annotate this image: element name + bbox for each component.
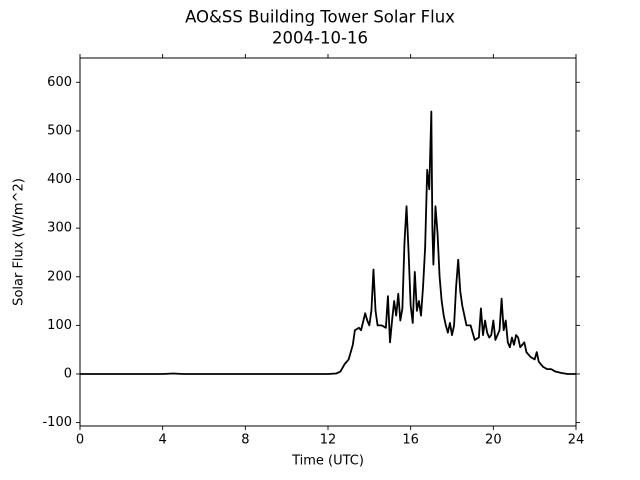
y-axis-label: Solar Flux (W/m^2)	[12, 178, 27, 306]
chart-subtitle: 2004-10-16	[272, 29, 368, 48]
x-tick-label: 20	[485, 433, 502, 448]
y-tick-label: -100	[42, 415, 72, 430]
plot-frame	[79, 57, 577, 427]
data-line	[80, 110, 576, 375]
x-axis-label: Time (UTC)	[291, 454, 364, 469]
y-tick-label: 300	[47, 221, 72, 236]
x-tick-label: 24	[568, 433, 585, 448]
y-tick-label: 500	[47, 123, 72, 138]
y-tick-label: 400	[47, 172, 72, 187]
x-tick-label: 12	[320, 433, 337, 448]
y-tick-label: 600	[47, 75, 72, 90]
chart-title: AO&SS Building Tower Solar Flux	[185, 8, 455, 27]
y-tick-label: 100	[47, 318, 72, 333]
x-tick-label: 4	[159, 433, 167, 448]
x-tick-label: 0	[76, 433, 84, 448]
y-tick-label: 0	[64, 366, 72, 381]
y-tick-label: 200	[47, 269, 72, 284]
x-tick-label: 8	[241, 433, 249, 448]
x-tick-label: 16	[402, 433, 419, 448]
